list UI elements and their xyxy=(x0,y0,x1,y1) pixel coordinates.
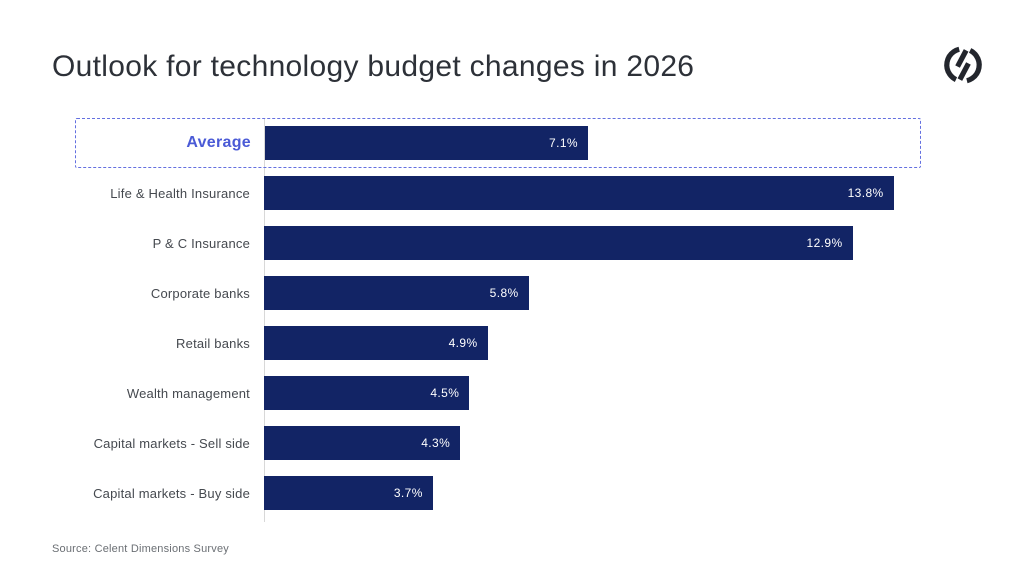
bar-capital-markets-buy-side: 3.7% xyxy=(264,476,433,510)
bar-track: 12.9% xyxy=(264,226,921,260)
category-label-p-c-insurance: P & C Insurance xyxy=(152,235,250,251)
category-label-wealth-management: Wealth management xyxy=(126,385,250,401)
bar-value-label: 5.8% xyxy=(489,286,519,300)
chart-row-p-c-insurance: P & C Insurance 12.9% xyxy=(75,218,921,268)
celent-logo-icon xyxy=(940,42,986,88)
category-label-average: Average xyxy=(186,134,251,151)
bar-average: 7.1% xyxy=(265,126,588,160)
bar-value-label: 4.5% xyxy=(430,386,460,400)
chart-row-corporate-banks: Corporate banks 5.8% xyxy=(75,268,921,318)
chart-row-average: Average 7.1% xyxy=(75,118,921,168)
bar-value-label: 13.8% xyxy=(847,186,884,200)
bar-track: 4.3% xyxy=(264,426,921,460)
bar-track: 13.8% xyxy=(264,176,921,210)
bar-track: 5.8% xyxy=(264,276,921,310)
bar-p-c-insurance: 12.9% xyxy=(264,226,853,260)
category-label-life-health-insurance: Life & Health Insurance xyxy=(110,185,250,201)
bar-value-label: 4.3% xyxy=(421,436,451,450)
bar-track: 4.5% xyxy=(264,376,921,410)
chart-row-capital-markets-buy-side: Capital markets - Buy side 3.7% xyxy=(75,468,921,518)
category-label-capital-markets-buy-side: Capital markets - Buy side xyxy=(93,485,250,501)
chart-row-retail-banks: Retail banks 4.9% xyxy=(75,318,921,368)
chart-rows: Average 7.1% Life & Health Insurance 13.8% P… xyxy=(75,118,921,518)
bar-capital-markets-sell-side: 4.3% xyxy=(264,426,461,460)
chart-row-life-health-insurance: Life & Health Insurance 13.8% xyxy=(75,168,921,218)
chart-row-capital-markets-sell-side: Capital markets - Sell side 4.3% xyxy=(75,418,921,468)
bar-wealth-management: 4.5% xyxy=(264,376,470,410)
bar-chart: Average 7.1% Life & Health Insurance 13.8% P… xyxy=(75,118,921,522)
bar-value-label: 3.7% xyxy=(393,486,423,500)
bar-track: 4.9% xyxy=(264,326,921,360)
bar-life-health-insurance: 13.8% xyxy=(264,176,894,210)
category-label-corporate-banks: Corporate banks xyxy=(150,285,250,301)
bar-corporate-banks: 5.8% xyxy=(264,276,529,310)
bar-retail-banks: 4.9% xyxy=(264,326,488,360)
category-label-capital-markets-sell-side: Capital markets - Sell side xyxy=(93,435,250,451)
y-axis-line xyxy=(264,118,265,522)
bar-value-label: 7.1% xyxy=(549,136,578,150)
bar-value-label: 4.9% xyxy=(448,336,478,350)
chart-row-wealth-management: Wealth management 4.5% xyxy=(75,368,921,418)
bar-track: 7.1% xyxy=(265,126,920,160)
page-title: Outlook for technology budget changes in… xyxy=(52,50,695,83)
bar-value-label: 12.9% xyxy=(806,236,843,250)
source-note: Source: Celent Dimensions Survey xyxy=(52,543,229,555)
bar-track: 3.7% xyxy=(264,476,921,510)
category-label-retail-banks: Retail banks xyxy=(176,335,250,351)
